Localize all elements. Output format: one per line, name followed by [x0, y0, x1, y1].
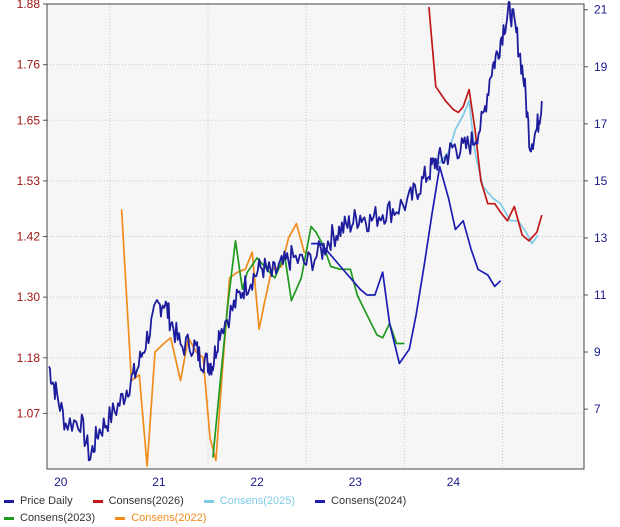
legend-item: Consens(2024) [313, 495, 406, 507]
legend-label: Price Daily [20, 495, 73, 507]
legend-label: Consens(2022) [131, 512, 207, 524]
left-tick-label: 1.65 [17, 113, 41, 127]
left-tick-label: 1.76 [17, 58, 41, 72]
legend-item: Price Daily [2, 495, 73, 507]
legend-item: Consens(2025) [202, 495, 295, 507]
legend-swatch [4, 516, 14, 520]
left-tick-label: 1.88 [17, 0, 41, 11]
x-tick-label: 23 [349, 475, 363, 489]
series-line-consens-2023 [212, 225, 405, 458]
right-tick-label: 7 [594, 402, 601, 416]
x-tick-label: 21 [152, 475, 166, 489]
legend-label: Consens(2024) [331, 495, 407, 507]
legend-item: Consens(2023) [2, 512, 95, 524]
left-tick-label: 1.42 [17, 230, 41, 244]
legend-swatch [92, 499, 103, 503]
right-tick-label: 21 [594, 3, 608, 17]
legend-label: Consens(2025) [219, 495, 296, 507]
legend-item: Consens(2026) [91, 495, 184, 507]
legend-swatch [115, 516, 126, 520]
left-tick-label: 1.07 [17, 406, 41, 420]
right-tick-label: 11 [594, 288, 607, 302]
plot-frame [46, 3, 585, 470]
legend-row-2: Consens(2023) Consens(2022) [2, 510, 224, 526]
right-tick-label: 13 [594, 231, 608, 245]
series-line-consens-2026 [428, 6, 543, 242]
left-tick-label: 1.30 [17, 290, 41, 304]
legend-label: Consens(2023) [20, 512, 96, 524]
legend-swatch [315, 499, 326, 503]
left-tick-label: 1.53 [17, 174, 41, 188]
legend-label: Consens(2026) [108, 495, 184, 507]
x-tick-label: 20 [54, 475, 68, 489]
legend-swatch [4, 499, 14, 503]
legend-row-1: Price Daily Consens(2026) Consens(2025) Con… [2, 493, 424, 509]
legend: Price Daily Consens(2026) Consens(2025) Con… [0, 490, 620, 527]
chart-svg: 1.88 1.76 1.65 1.53 1.42 1.30 1.18 1.07 21 19 17 15… [17, 0, 608, 489]
right-tick-label: 15 [594, 174, 608, 188]
right-tick-label: 17 [594, 117, 608, 131]
right-tick-label: 9 [594, 345, 601, 359]
left-tick-label: 1.18 [17, 351, 41, 365]
x-tick-label: 24 [447, 475, 461, 489]
legend-item: Consens(2022) [113, 512, 206, 524]
series-line-consens-2025 [438, 100, 539, 245]
right-tick-label: 19 [594, 60, 608, 74]
series-line-price-daily [48, 0, 543, 462]
series-line-consens-2024 [311, 165, 502, 365]
x-tick-label: 22 [250, 475, 264, 489]
legend-swatch [203, 499, 214, 503]
